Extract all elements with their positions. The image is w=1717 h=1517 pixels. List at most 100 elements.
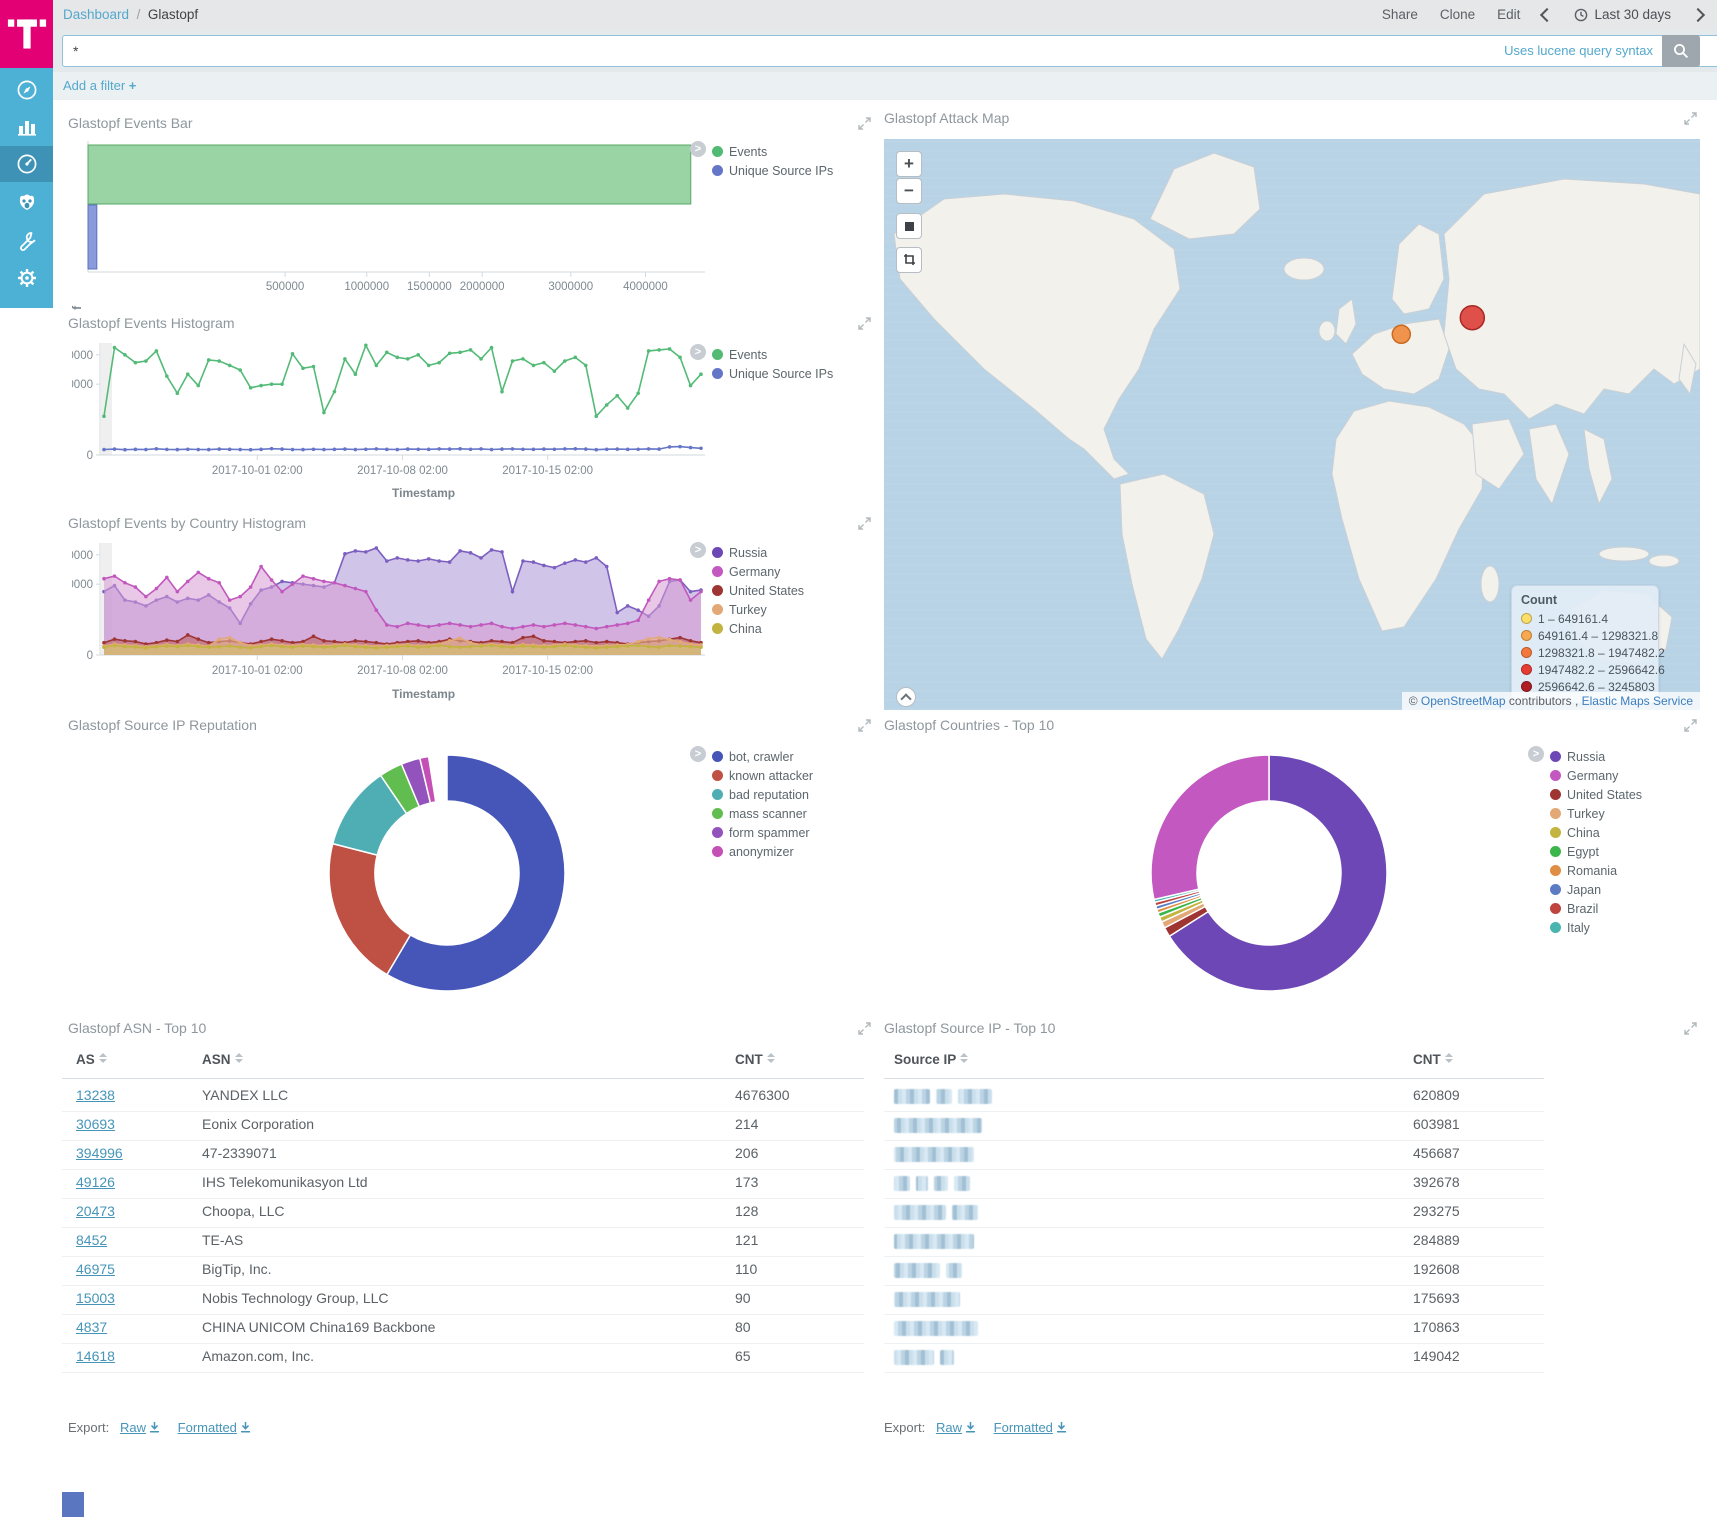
table-row[interactable]: 192608: [884, 1256, 1544, 1286]
legend-item[interactable]: Egypt: [1550, 842, 1642, 861]
sidebar-item-management[interactable]: [0, 260, 53, 296]
legend-toggle-button[interactable]: >: [690, 746, 706, 762]
legend-toggle-button[interactable]: >: [1528, 746, 1544, 762]
expand-panel-icon[interactable]: [858, 117, 871, 130]
legend-item[interactable]: bot, crawler: [712, 747, 813, 766]
sidebar-item-discover[interactable]: [0, 72, 53, 108]
legend-item[interactable]: known attacker: [712, 766, 813, 785]
legend-item[interactable]: Russia: [712, 543, 804, 562]
legend-item[interactable]: Unique Source IPs: [712, 161, 833, 180]
legend-item[interactable]: Japan: [1550, 880, 1642, 899]
sidebar-item-visualize[interactable]: [0, 109, 53, 145]
table-row[interactable]: 620809: [884, 1082, 1544, 1112]
as-number-link[interactable]: 8452: [76, 1232, 108, 1248]
legend-toggle-button[interactable]: >: [690, 344, 706, 360]
table-row[interactable]: 394996 47-2339071 206: [62, 1140, 864, 1170]
table-row[interactable]: 14618 Amazon.com, Inc. 65: [62, 1343, 864, 1373]
map-fit-bounds-button[interactable]: [896, 213, 922, 239]
time-back-icon[interactable]: [1540, 7, 1555, 22]
expand-panel-icon[interactable]: [1684, 112, 1697, 125]
table-row[interactable]: 392678: [884, 1169, 1544, 1199]
unique-ips-bar[interactable]: [87, 204, 98, 270]
table-row[interactable]: 284889: [884, 1227, 1544, 1257]
export-raw-link[interactable]: Raw: [120, 1420, 160, 1435]
legend-item[interactable]: Brazil: [1550, 899, 1642, 918]
map-recenter-button[interactable]: [896, 687, 916, 707]
as-number-link[interactable]: 15003: [76, 1290, 115, 1306]
expand-panel-icon[interactable]: [1684, 1022, 1697, 1035]
legend-item[interactable]: Turkey: [712, 600, 804, 619]
table-row[interactable]: 46975 BigTip, Inc. 110: [62, 1256, 864, 1286]
events-line-chart[interactable]: 0 50000 100000 2017-10-01 02:00 2017-10-08 0…: [72, 330, 732, 480]
as-number-link[interactable]: 4837: [76, 1319, 108, 1335]
as-number-link[interactable]: 46975: [76, 1261, 115, 1277]
line-series-Events[interactable]: [103, 343, 702, 418]
export-raw-link[interactable]: Raw: [936, 1420, 976, 1435]
expand-panel-icon[interactable]: [1684, 719, 1697, 732]
donut-slice-Germany[interactable]: [1150, 754, 1270, 901]
map-zoom-in-button[interactable]: +: [896, 151, 922, 177]
central-europe-point[interactable]: [1391, 324, 1412, 345]
time-forward-icon[interactable]: [1690, 7, 1706, 22]
as-number-link[interactable]: 49126: [76, 1174, 115, 1190]
expand-panel-icon[interactable]: [858, 1022, 871, 1035]
as-number-link[interactable]: 394996: [76, 1145, 123, 1161]
table-row[interactable]: 8452 TE-AS 121: [62, 1227, 864, 1257]
expand-panel-icon[interactable]: [858, 317, 871, 330]
countries-donut-chart[interactable]: [1064, 742, 1484, 1012]
legend-item[interactable]: Romania: [1550, 861, 1642, 880]
table-row[interactable]: 175693: [884, 1285, 1544, 1315]
table-row[interactable]: 30693 Eonix Corporation 214: [62, 1111, 864, 1141]
events-bar-chart[interactable]: 500000 1000000 1500000 2000000 3000000 400000…: [72, 138, 732, 303]
legend-item[interactable]: United States: [712, 581, 804, 600]
country-area-chart[interactable]: 0 50000 100000 2017-10-01 02:00 2017-10-08 0…: [72, 530, 732, 682]
sidebar-item-devtools[interactable]: [0, 223, 53, 259]
western-russia-point[interactable]: [1459, 304, 1486, 331]
legend-item[interactable]: Unique Source IPs: [712, 364, 833, 383]
line-series-Turkey[interactable]: [103, 636, 702, 648]
lucene-syntax-link[interactable]: Uses lucene query syntax: [1496, 43, 1653, 58]
column-header-cnt[interactable]: CNT: [735, 1052, 775, 1067]
expand-panel-icon[interactable]: [858, 719, 871, 732]
line-series-Unique Source IPs[interactable]: [103, 445, 702, 451]
as-number-link[interactable]: 30693: [76, 1116, 115, 1132]
share-button[interactable]: Share: [1381, 7, 1418, 22]
breadcrumb-dashboard-link[interactable]: Dashboard: [63, 7, 130, 22]
legend-toggle-button[interactable]: >: [690, 141, 706, 157]
legend-item[interactable]: Events: [712, 142, 833, 161]
clone-button[interactable]: Clone: [1439, 7, 1476, 22]
table-row[interactable]: 13238 YANDEX LLC 4676300: [62, 1082, 864, 1112]
telekom-logo[interactable]: [0, 0, 53, 68]
add-filter-button[interactable]: Add a filter +: [63, 78, 137, 93]
donut-slice-known-attacker[interactable]: [328, 842, 412, 976]
export-formatted-link[interactable]: Formatted: [178, 1420, 251, 1435]
table-row[interactable]: 603981: [884, 1111, 1544, 1141]
legend-item[interactable]: Italy: [1550, 918, 1642, 937]
column-header-as[interactable]: AS: [76, 1052, 107, 1067]
sidebar-item-timelion[interactable]: [0, 185, 53, 221]
as-number-link[interactable]: 14618: [76, 1348, 115, 1364]
donut-slice-bot-crawler[interactable]: [385, 754, 566, 992]
as-number-link[interactable]: 20473: [76, 1203, 115, 1219]
donut-slice-anonymizer[interactable]: [418, 755, 437, 804]
legend-item[interactable]: China: [712, 619, 804, 638]
sidebar-item-dashboard[interactable]: [0, 146, 53, 182]
openstreetmap-link[interactable]: OpenStreetMap: [1420, 694, 1506, 708]
legend-item[interactable]: anonymizer: [712, 842, 813, 861]
column-header-cnt[interactable]: CNT: [1413, 1052, 1453, 1067]
area-series-Germany[interactable]: [104, 566, 701, 656]
column-header-asn[interactable]: ASN: [202, 1052, 243, 1067]
line-series-Germany[interactable]: [103, 565, 702, 630]
legend-toggle-button[interactable]: >: [690, 542, 706, 558]
line-series-China[interactable]: [103, 644, 702, 649]
legend-item[interactable]: Germany: [1550, 766, 1642, 785]
edit-button[interactable]: Edit: [1497, 7, 1521, 22]
query-input[interactable]: [62, 35, 1717, 67]
legend-item[interactable]: mass scanner: [712, 804, 813, 823]
donut-slice-Russia[interactable]: [1168, 754, 1388, 992]
reputation-donut-chart[interactable]: [242, 742, 662, 1012]
legend-item[interactable]: Turkey: [1550, 804, 1642, 823]
table-row[interactable]: 149042: [884, 1343, 1544, 1373]
search-button[interactable]: [1662, 35, 1700, 67]
export-formatted-link[interactable]: Formatted: [994, 1420, 1067, 1435]
